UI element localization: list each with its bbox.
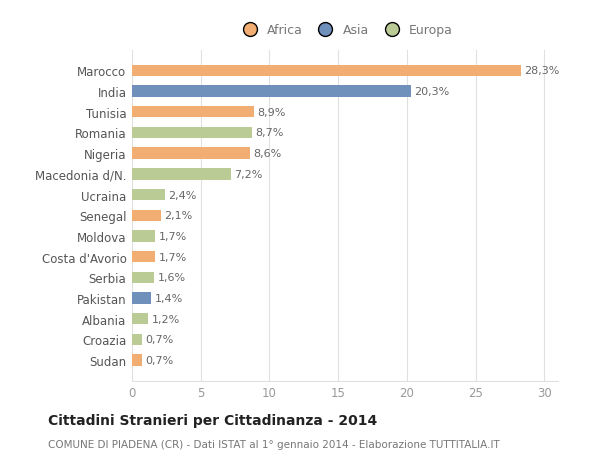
- Bar: [132, 148, 250, 159]
- Bar: [132, 107, 254, 118]
- Text: 20,3%: 20,3%: [415, 87, 449, 97]
- Bar: [132, 190, 165, 201]
- Text: 7,2%: 7,2%: [235, 169, 263, 179]
- Bar: [132, 210, 161, 221]
- Bar: [132, 313, 148, 325]
- Text: 8,6%: 8,6%: [254, 149, 282, 159]
- Bar: [132, 66, 521, 77]
- Text: 8,7%: 8,7%: [255, 128, 283, 138]
- Bar: [132, 355, 142, 366]
- Text: 1,6%: 1,6%: [157, 273, 185, 283]
- Text: 0,7%: 0,7%: [145, 355, 173, 365]
- Bar: [132, 334, 142, 345]
- Text: COMUNE DI PIADENA (CR) - Dati ISTAT al 1° gennaio 2014 - Elaborazione TUTTITALIA: COMUNE DI PIADENA (CR) - Dati ISTAT al 1…: [48, 440, 500, 449]
- Text: 1,7%: 1,7%: [159, 231, 187, 241]
- Text: 1,4%: 1,4%: [155, 293, 183, 303]
- Text: 1,2%: 1,2%: [152, 314, 180, 324]
- Bar: [132, 231, 155, 242]
- Legend: Africa, Asia, Europa: Africa, Asia, Europa: [233, 20, 457, 41]
- Text: 1,7%: 1,7%: [159, 252, 187, 262]
- Bar: [132, 272, 154, 283]
- Text: 2,4%: 2,4%: [169, 190, 197, 200]
- Bar: [132, 252, 155, 263]
- Text: 8,9%: 8,9%: [258, 107, 286, 118]
- Bar: [132, 86, 411, 97]
- Text: 28,3%: 28,3%: [524, 66, 560, 76]
- Text: 2,1%: 2,1%: [164, 211, 193, 221]
- Text: Cittadini Stranieri per Cittadinanza - 2014: Cittadini Stranieri per Cittadinanza - 2…: [48, 414, 377, 428]
- Bar: [132, 293, 151, 304]
- Bar: [132, 169, 231, 180]
- Text: 0,7%: 0,7%: [145, 335, 173, 345]
- Bar: [132, 128, 251, 139]
